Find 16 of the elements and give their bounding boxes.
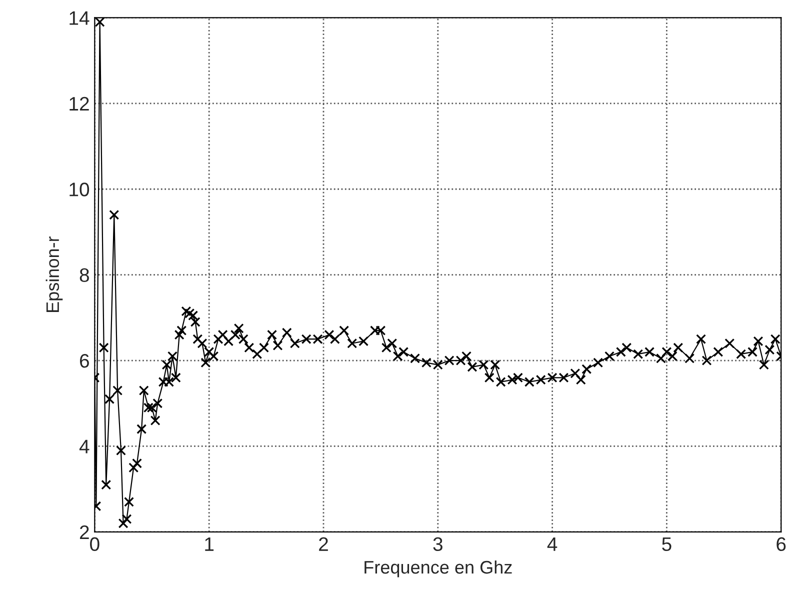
x-tick-label: 0 <box>90 537 100 552</box>
y-tick-label: 10 <box>70 182 90 196</box>
x-tick-label: 6 <box>776 537 786 552</box>
y-tick-label: 14 <box>70 11 90 25</box>
y-tick-label: 8 <box>80 268 89 282</box>
x-axis-title: Frequence en Ghz <box>364 560 512 578</box>
x-tick-label: 3 <box>433 537 442 552</box>
y-tick-label: 4 <box>79 440 90 454</box>
y-tick-label: 6 <box>80 354 89 368</box>
x-tick-label: 5 <box>662 537 672 552</box>
y-tick-label: 2 <box>80 525 89 539</box>
y-axis-title: Epsinon-r <box>46 236 63 312</box>
y-tick-label: 12 <box>70 96 89 110</box>
x-tick-label: 1 <box>205 537 214 551</box>
x-tick-label: 4 <box>547 537 558 551</box>
x-tick-label: 2 <box>319 537 328 551</box>
